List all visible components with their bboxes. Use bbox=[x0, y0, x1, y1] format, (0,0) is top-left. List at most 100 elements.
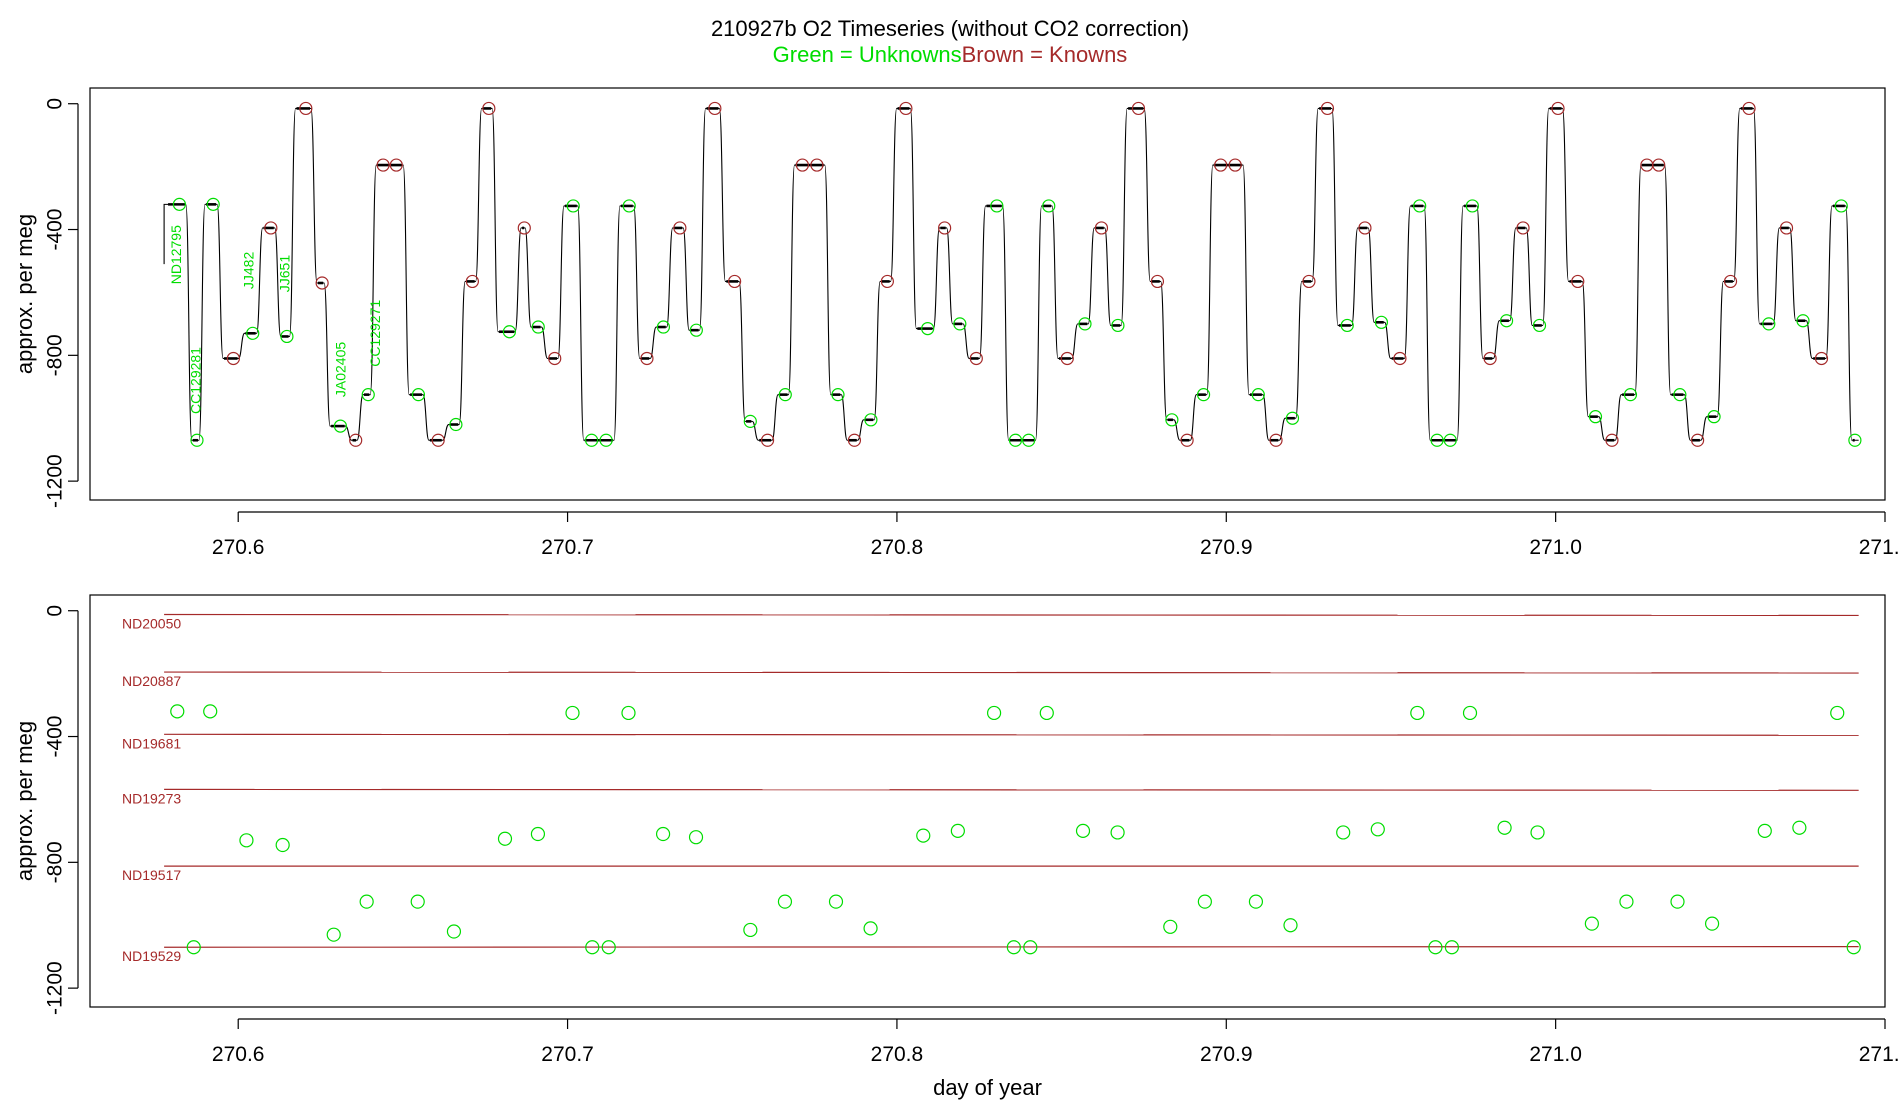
y-tick-label: -400 bbox=[44, 209, 67, 251]
unknown-point bbox=[206, 197, 220, 211]
known-point bbox=[1516, 221, 1530, 235]
unknown-point bbox=[1078, 317, 1092, 331]
unknown-point bbox=[359, 894, 374, 909]
known-point bbox=[938, 221, 952, 235]
unknown-point bbox=[1370, 822, 1385, 837]
reference-label: ND19517 bbox=[122, 867, 181, 883]
y-tick-label: 0 bbox=[44, 605, 67, 617]
known-point bbox=[1723, 274, 1738, 289]
unknown-point bbox=[1196, 388, 1211, 402]
unknown-point bbox=[1430, 433, 1444, 447]
unknown-point bbox=[601, 940, 616, 955]
unknown-point bbox=[777, 894, 793, 909]
known-point bbox=[1358, 221, 1372, 235]
unknown-point bbox=[361, 388, 375, 402]
known-point bbox=[899, 101, 913, 116]
unknown-point bbox=[566, 199, 580, 213]
known-point bbox=[465, 274, 479, 289]
unknown-point bbox=[1039, 705, 1054, 721]
unknown-point bbox=[1444, 940, 1459, 955]
unknown-point bbox=[1670, 894, 1685, 909]
unknown-point bbox=[186, 940, 201, 955]
x-tick-label: 271.0 bbox=[1529, 1043, 1582, 1066]
x-tick-label: 270.6 bbox=[212, 1043, 265, 1066]
sample-annotation: JA02405 bbox=[333, 342, 349, 397]
x-axis-title: day of year bbox=[933, 1075, 1042, 1100]
unknown-point bbox=[1110, 825, 1125, 840]
unknown-point bbox=[449, 417, 463, 432]
bottom-panel: 270.6 270.7 270.8 270.9 271.0 271.1 0 -400 -800 -… bbox=[12, 594, 1900, 1100]
unknown-point bbox=[1042, 199, 1056, 213]
unknown-point bbox=[172, 197, 187, 211]
x-tick-label: 270.8 bbox=[871, 1043, 924, 1066]
y-axis: 0 -400 -800 -1200 bbox=[44, 98, 79, 508]
known-point bbox=[548, 351, 562, 366]
unknown-point bbox=[1285, 411, 1300, 425]
unknown-point bbox=[689, 323, 703, 337]
unknown-point bbox=[1248, 894, 1264, 909]
known-point bbox=[1150, 274, 1165, 289]
reference-label: ND20887 bbox=[122, 673, 181, 689]
known-point bbox=[673, 221, 687, 235]
unknown-point bbox=[1623, 388, 1638, 402]
unknown-point bbox=[1006, 940, 1021, 955]
unknown-point bbox=[864, 413, 878, 427]
unknown-point bbox=[1197, 894, 1212, 909]
unknown-point bbox=[1410, 705, 1425, 721]
unknown-point bbox=[656, 320, 671, 334]
reference-label: ND20050 bbox=[122, 615, 181, 631]
timeseries-line bbox=[163, 107, 1859, 441]
unknown-point bbox=[622, 199, 636, 213]
known-point bbox=[1483, 351, 1497, 366]
unknown-point bbox=[1584, 916, 1599, 931]
known-point bbox=[1302, 274, 1316, 289]
x-tick-label: 271.0 bbox=[1529, 536, 1582, 559]
unknown-point bbox=[1796, 314, 1810, 328]
unknown-point bbox=[655, 826, 671, 842]
unknown-point bbox=[688, 830, 704, 845]
unknown-point bbox=[246, 326, 260, 340]
unknown-point bbox=[828, 894, 844, 909]
unknown-point bbox=[170, 704, 185, 719]
unknown-point bbox=[1340, 318, 1354, 333]
reference-line bbox=[164, 671, 1859, 674]
known-point bbox=[264, 221, 278, 235]
unknown-point bbox=[1428, 940, 1443, 955]
unknown-point bbox=[743, 414, 757, 428]
unknown-point bbox=[1762, 317, 1776, 331]
known-point bbox=[1228, 158, 1242, 172]
unknown-point bbox=[1465, 199, 1479, 213]
reference-line bbox=[164, 946, 1859, 948]
unknown-point bbox=[1413, 199, 1427, 213]
y-tick-label: 0 bbox=[44, 98, 67, 110]
legend-knowns: Brown = Knowns bbox=[961, 42, 1128, 67]
known-point bbox=[1094, 221, 1109, 235]
unknown-point bbox=[326, 927, 341, 942]
y-tick-label: -1200 bbox=[44, 961, 67, 1015]
unknown-point bbox=[1374, 315, 1389, 329]
unknown-point bbox=[446, 924, 462, 939]
y-axis-title: approx. per meg bbox=[12, 214, 37, 374]
x-axis: 270.6 270.7 270.8 270.9 271.0 271.1 bbox=[212, 511, 1900, 559]
unknown-point bbox=[333, 419, 348, 433]
unknown-point bbox=[953, 317, 967, 331]
unknown-point bbox=[190, 433, 204, 447]
reference-line bbox=[164, 733, 1859, 736]
known-point bbox=[315, 276, 329, 290]
known-point bbox=[517, 221, 531, 235]
unknown-point bbox=[599, 433, 613, 447]
unknown-point bbox=[1283, 918, 1298, 933]
y-axis: 0 -400 -800 -1200 bbox=[44, 605, 79, 1015]
known-point bbox=[389, 158, 403, 172]
known-point bbox=[1571, 274, 1585, 289]
unknown-point bbox=[621, 705, 636, 721]
known-point bbox=[847, 433, 862, 447]
legend-unknowns: Green = Unknowns bbox=[772, 42, 962, 67]
known-point bbox=[1269, 433, 1283, 447]
unknown-point bbox=[1619, 894, 1634, 909]
unknown-point bbox=[1443, 433, 1457, 447]
unknown-point bbox=[411, 388, 426, 402]
y-tick-label: -800 bbox=[44, 334, 67, 376]
sample-annotation: CC129281 bbox=[188, 347, 204, 414]
